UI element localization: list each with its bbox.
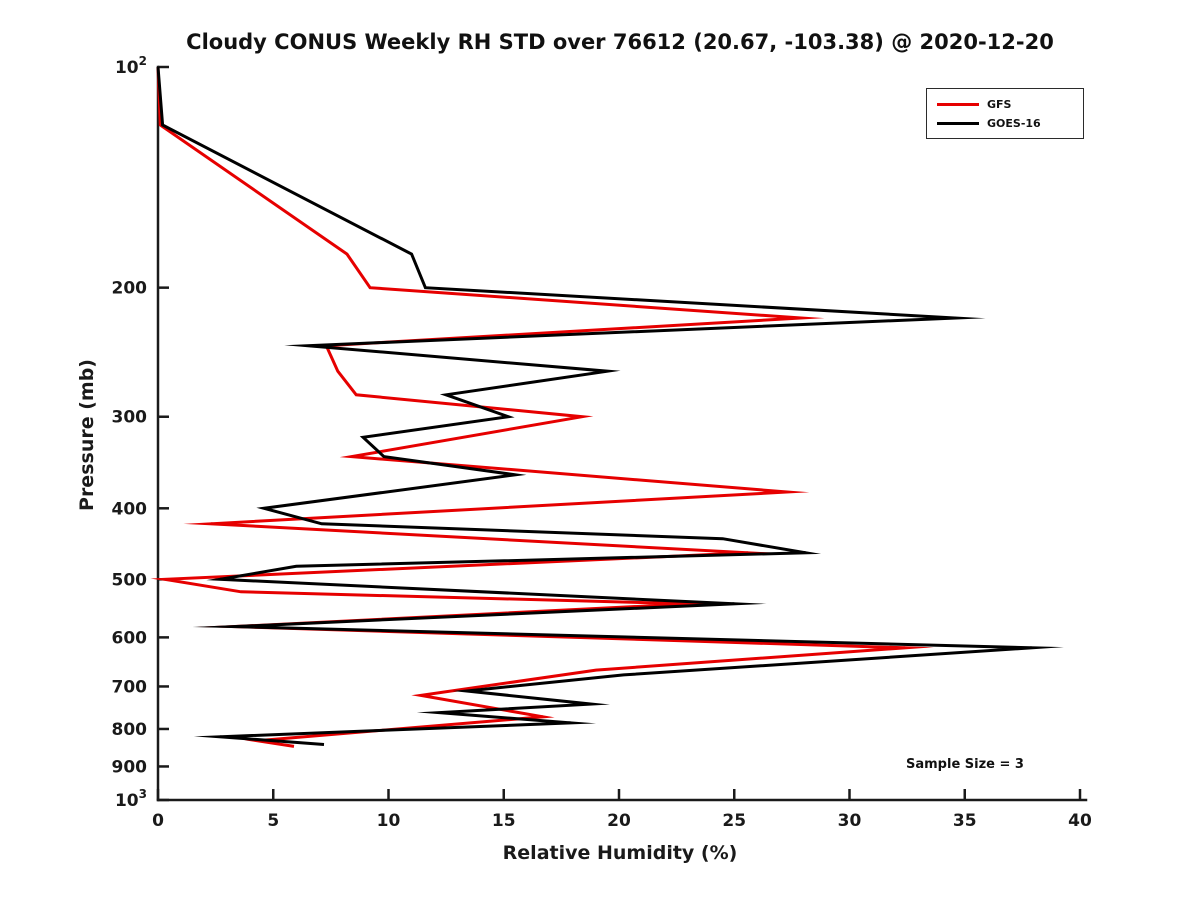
svg-text:15: 15 [492, 811, 516, 831]
svg-text:200: 200 [112, 279, 148, 299]
svg-text:900: 900 [112, 757, 148, 777]
axis-ticks [156, 65, 1082, 802]
x-axis-label: Relative Humidity (%) [502, 842, 738, 864]
sample-size-annotation: Sample Size = 3 [906, 757, 1024, 772]
svg-text:10: 10 [377, 811, 401, 831]
svg-text:600: 600 [112, 628, 148, 648]
goes16-line [156, 66, 1064, 746]
chart-title: Cloudy CONUS Weekly RH STD over 76612 (2… [186, 30, 1054, 54]
legend-item-gfs: GFS [937, 95, 1075, 114]
svg-text:800: 800 [112, 720, 148, 740]
legend-label-goes16: GOES-16 [987, 117, 1041, 130]
svg-text:20: 20 [607, 811, 631, 831]
legend: GFS GOES-16 [926, 88, 1084, 139]
legend-label-gfs: GFS [987, 98, 1012, 111]
goes16-line-swatch [937, 121, 979, 126]
svg-text:700: 700 [112, 677, 148, 697]
svg-text:25: 25 [722, 811, 746, 831]
svg-text:30: 30 [838, 811, 862, 831]
axes-spines [156, 65, 1088, 802]
svg-text:0: 0 [152, 811, 164, 831]
svg-text:400: 400 [112, 499, 148, 519]
gfs-line-swatch [937, 102, 979, 107]
svg-text:5: 5 [267, 811, 279, 831]
x-tick-labels: 0 5 10 15 20 25 30 35 40 [152, 811, 1092, 831]
y-tick-labels: 102 200 300 400 500 600 700 800 900 103 [112, 54, 148, 811]
gfs-line [150, 66, 934, 748]
svg-text:40: 40 [1068, 811, 1092, 831]
svg-text:300: 300 [112, 408, 148, 428]
svg-text:35: 35 [953, 811, 977, 831]
svg-text:500: 500 [112, 570, 148, 590]
svg-text:102: 102 [115, 54, 147, 78]
y-axis-label: Pressure (mb) [76, 359, 98, 511]
svg-text:103: 103 [115, 787, 147, 811]
legend-item-goes16: GOES-16 [937, 114, 1075, 133]
